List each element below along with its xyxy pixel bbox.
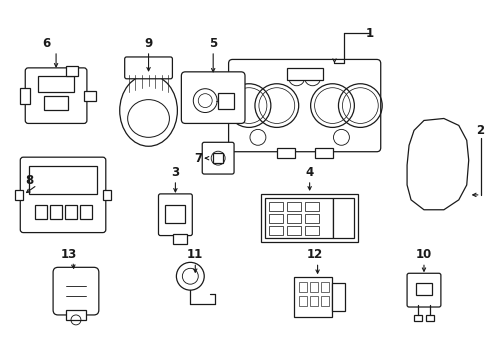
Bar <box>320 282 328 292</box>
Bar <box>29 166 97 194</box>
Text: 5: 5 <box>209 37 217 50</box>
FancyBboxPatch shape <box>53 267 99 315</box>
FancyBboxPatch shape <box>25 68 87 123</box>
Bar <box>299 282 307 292</box>
Bar <box>20 88 30 104</box>
FancyBboxPatch shape <box>202 142 234 174</box>
Text: 13: 13 <box>61 248 77 261</box>
Text: 12: 12 <box>306 248 323 261</box>
Text: 11: 11 <box>187 248 203 261</box>
Bar <box>80 205 92 219</box>
Text: 9: 9 <box>145 37 153 50</box>
Bar <box>299 296 307 306</box>
Bar <box>84 91 96 100</box>
Text: 7: 7 <box>194 152 202 165</box>
Bar <box>287 202 301 211</box>
Bar <box>305 202 318 211</box>
Text: 3: 3 <box>172 166 179 179</box>
Bar <box>15 190 23 200</box>
Bar <box>294 277 332 317</box>
Bar <box>35 205 47 219</box>
FancyBboxPatch shape <box>407 273 441 307</box>
Bar <box>38 76 74 92</box>
Bar <box>305 214 318 223</box>
Bar <box>333 198 354 238</box>
Bar <box>414 315 422 321</box>
Bar <box>315 148 333 158</box>
Bar <box>310 296 318 306</box>
Bar <box>305 226 318 235</box>
Bar <box>416 283 432 295</box>
Bar <box>287 214 301 223</box>
Bar <box>287 68 322 80</box>
Text: 2: 2 <box>477 124 485 137</box>
Bar <box>103 190 111 200</box>
Bar <box>277 148 294 158</box>
Bar <box>66 310 86 320</box>
Bar <box>44 96 68 109</box>
Bar <box>269 214 283 223</box>
Bar <box>213 153 223 163</box>
Text: 6: 6 <box>42 37 50 50</box>
FancyBboxPatch shape <box>124 57 172 79</box>
Text: 10: 10 <box>416 248 432 261</box>
Bar <box>261 194 358 242</box>
Bar <box>265 198 333 238</box>
FancyBboxPatch shape <box>229 59 381 152</box>
Bar <box>287 226 301 235</box>
FancyBboxPatch shape <box>20 157 106 233</box>
Text: 1: 1 <box>365 27 373 40</box>
Bar <box>66 66 78 76</box>
FancyBboxPatch shape <box>181 72 245 123</box>
Text: 8: 8 <box>25 174 33 186</box>
FancyBboxPatch shape <box>158 194 192 235</box>
Bar <box>320 296 328 306</box>
Bar <box>269 226 283 235</box>
Bar <box>269 202 283 211</box>
Bar <box>173 234 187 243</box>
Bar <box>310 282 318 292</box>
Bar <box>332 283 345 311</box>
Bar <box>65 205 77 219</box>
Bar <box>218 93 234 109</box>
Bar <box>426 315 434 321</box>
Text: 4: 4 <box>305 166 314 179</box>
Bar <box>50 205 62 219</box>
Bar <box>166 205 185 223</box>
